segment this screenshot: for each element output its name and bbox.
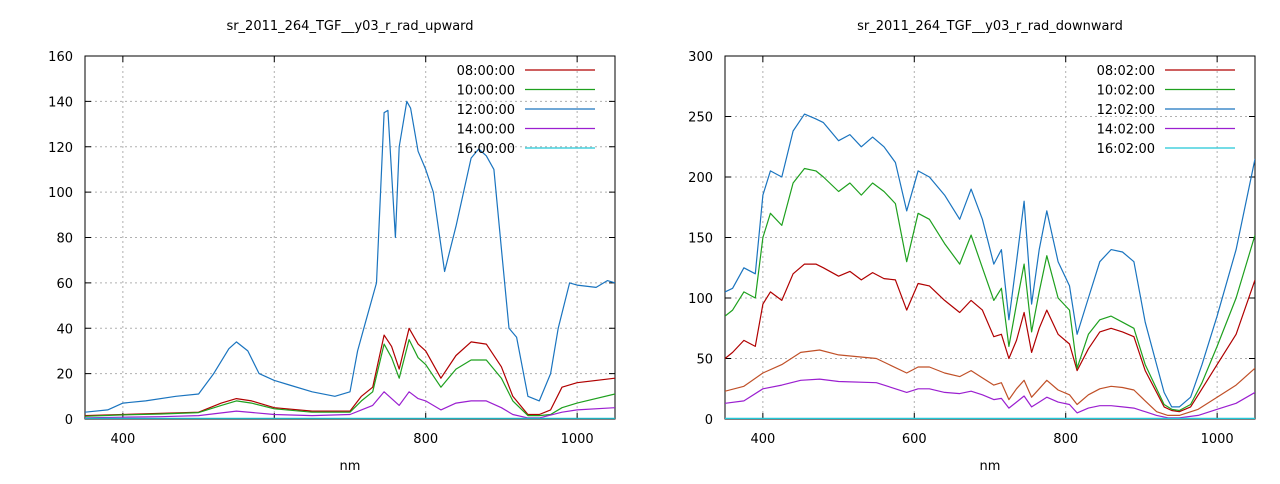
legend-label: 08:02:00 [1097,64,1155,79]
series-group [725,113,1255,419]
y-tick-label: 100 [688,292,713,307]
series-line-2 [725,167,1255,412]
legend-label: 16:00:00 [457,142,515,157]
y-tick-label: 0 [65,413,73,428]
x-tick-label: 600 [262,432,287,447]
chart-title: sr_2011_264_TGF__y03_r_rad_downward [857,19,1123,34]
legend-label: 14:00:00 [457,123,515,138]
legend-label: 14:02:00 [1097,123,1155,138]
legend-label: 10:02:00 [1097,84,1155,99]
y-tick-label: 100 [48,186,73,201]
y-tick-label: 140 [48,95,73,110]
y-tick-label: 40 [56,322,73,337]
series-line-4 [85,391,615,419]
x-tick-label: 600 [902,432,927,447]
y-tick-label: 50 [696,353,713,368]
legend-label: 10:00:00 [457,84,515,99]
series-line-2 [85,339,615,417]
y-tick-label: 200 [688,171,713,186]
series-line-3 [85,100,615,413]
x-axis-label: nm [340,459,361,474]
legend-label: 12:00:00 [457,103,515,118]
chart-1: 400 600 800 1000 0 20 40 60 80 100 120 140 160 sr_201… [48,19,616,474]
series-line-3 [725,113,1255,408]
legend-label: 08:00:00 [457,64,515,79]
y-tick-label: 60 [56,277,73,292]
legend-label: 16:02:00 [1097,142,1155,157]
y-tick-label: 80 [56,232,73,247]
series-line-extra [725,349,1255,416]
x-tick-label: 1000 [1201,432,1234,447]
x-tick-label: 800 [413,432,438,447]
x-tick-label: 400 [110,432,135,447]
y-tick-label: 20 [56,368,73,383]
chart-title: sr_2011_264_TGF__y03_r_rad_upward [226,19,473,34]
y-tick-label: 300 [688,50,713,65]
y-tick-label: 150 [688,232,713,247]
x-tick-label: 800 [1053,432,1078,447]
series-line-1 [85,327,615,417]
chart-2: 400 600 800 1000 0 50 100 150 200 250 300 sr_2011_2… [688,19,1256,474]
series-line-1 [725,263,1255,413]
y-tick-label: 250 [688,111,713,126]
x-axis-label: nm [980,459,1001,474]
x-tick-label: 1000 [561,432,594,447]
x-tick-label: 400 [750,432,775,447]
y-tick-label: 160 [48,50,73,65]
y-tick-label: 0 [705,413,713,428]
series-line-4 [725,378,1255,419]
y-tick-label: 120 [48,141,73,156]
series-group [85,100,615,419]
legend-label: 12:02:00 [1097,103,1155,118]
